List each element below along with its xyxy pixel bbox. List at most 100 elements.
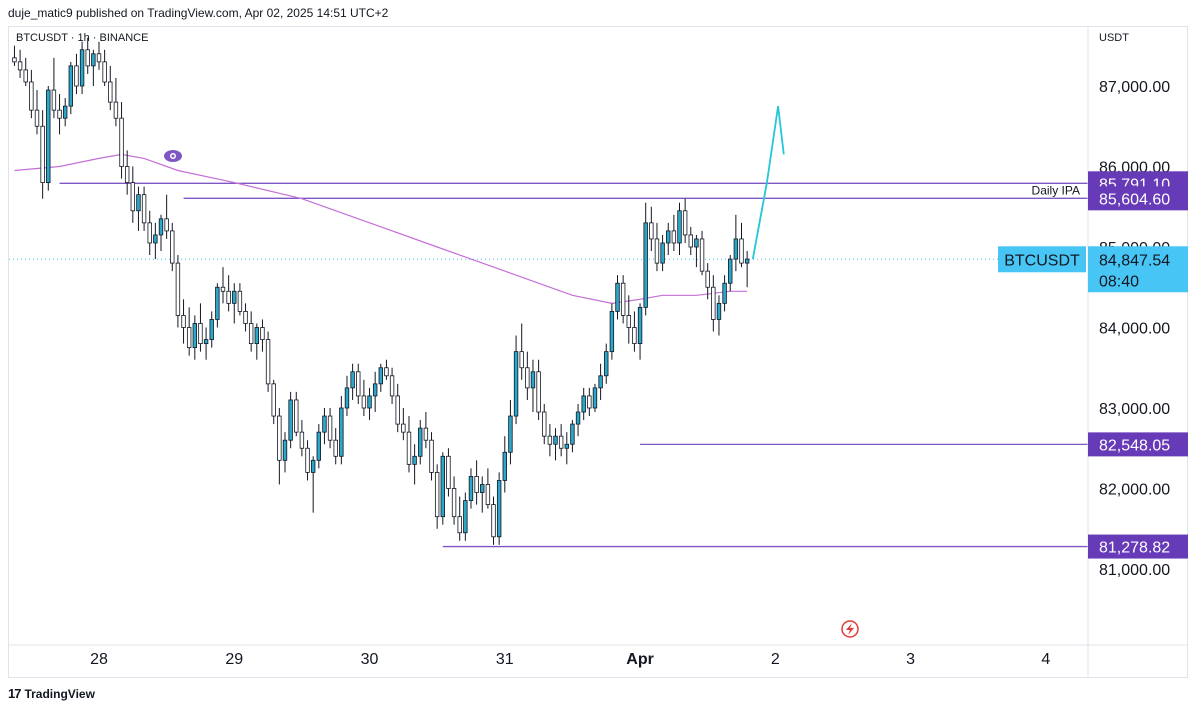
candle-body xyxy=(29,81,34,111)
candle-body xyxy=(637,306,643,344)
candle-body xyxy=(68,65,74,107)
candle-body xyxy=(716,302,722,320)
candle-body xyxy=(513,351,519,417)
level-price-tag xyxy=(1088,432,1188,457)
lightning-icon[interactable] xyxy=(841,620,859,638)
candle-body xyxy=(310,459,316,473)
publish-header: duje_matic9 published on TradingView.com… xyxy=(8,6,389,20)
candle-body xyxy=(615,282,620,312)
x-tick-label: 4 xyxy=(1041,651,1050,668)
candle-body xyxy=(547,435,553,445)
candle-body xyxy=(108,81,113,103)
level-price-label: 82,548.05 xyxy=(1099,437,1170,454)
candle-body xyxy=(632,327,637,345)
candle-body xyxy=(170,230,175,264)
y-tick-label: 83,000.00 xyxy=(1099,401,1170,418)
countdown-label: 08:40 xyxy=(1099,273,1139,290)
footer-brand-text: TradingView xyxy=(24,686,95,701)
candle-body xyxy=(34,109,40,127)
projection-line xyxy=(751,105,785,260)
candle-body xyxy=(733,238,739,260)
candle-body xyxy=(372,383,378,397)
candle-body xyxy=(389,375,395,397)
candle-body xyxy=(575,411,581,425)
candle-body xyxy=(406,431,412,465)
candle-body xyxy=(744,258,750,264)
y-tick-label: 81,000.00 xyxy=(1099,562,1170,579)
level-note: Daily IPA xyxy=(1032,183,1080,197)
candle-body xyxy=(592,387,598,409)
tradingview-logo-icon: 17 xyxy=(8,686,22,701)
candle-body xyxy=(626,315,631,328)
candle-body xyxy=(553,435,558,445)
candle-body xyxy=(57,109,62,119)
level-price-tag xyxy=(1088,186,1188,211)
candle-body xyxy=(209,319,214,340)
axes: 87,000.0086,000.0085,000.0084,000.0083,0… xyxy=(9,27,1188,677)
candle-body xyxy=(248,323,254,345)
candle-body xyxy=(40,125,45,183)
candle-body xyxy=(570,423,575,445)
candle-body xyxy=(542,411,547,437)
candle-body xyxy=(666,230,671,244)
candle-body xyxy=(113,101,119,119)
candle-body xyxy=(322,415,327,433)
projection-arrow xyxy=(751,105,785,260)
x-tick-label: 29 xyxy=(225,651,243,668)
moving-average xyxy=(14,153,748,305)
candle-body xyxy=(384,367,389,377)
candle-body xyxy=(220,286,226,292)
candle-body xyxy=(339,407,344,457)
candle-body xyxy=(316,431,322,461)
candle-body xyxy=(254,327,260,345)
candle-body xyxy=(536,371,541,413)
candle-body xyxy=(728,258,733,284)
candle-body xyxy=(660,242,665,264)
candle-body xyxy=(401,423,406,433)
candle-body xyxy=(271,383,276,417)
candle-body xyxy=(682,210,688,236)
candle-body xyxy=(395,395,400,425)
candle-body xyxy=(412,455,417,465)
candle-body xyxy=(604,351,609,377)
candle-body xyxy=(299,431,305,449)
eye-icon[interactable] xyxy=(164,150,182,162)
candle-body xyxy=(344,387,350,409)
candle-body xyxy=(85,49,90,67)
candle-body xyxy=(367,395,372,409)
candle-body xyxy=(124,166,130,184)
candle-body xyxy=(147,222,152,244)
candle-body xyxy=(468,476,474,501)
horizontal-levels xyxy=(9,182,1088,548)
level-price-label: 81,278.82 xyxy=(1099,540,1170,557)
candle-body xyxy=(192,323,198,349)
candle-body xyxy=(62,105,68,119)
candle-body xyxy=(671,230,677,244)
candle-body xyxy=(440,455,445,518)
candle-body xyxy=(598,375,603,389)
candle-body xyxy=(451,488,457,518)
x-tick-label: Apr xyxy=(626,651,654,668)
candle-body xyxy=(361,395,367,409)
candle-body xyxy=(153,234,158,244)
symbol-tag-label: BTCUSDT xyxy=(1004,252,1080,269)
symbol-label: BTCUSDT · 1h · BINANCE xyxy=(16,32,148,44)
candle-body xyxy=(333,439,338,457)
candle-body xyxy=(446,455,451,489)
candle-body xyxy=(649,222,654,240)
candle-body xyxy=(130,182,136,212)
candle-body xyxy=(463,500,468,534)
x-tick-label: 30 xyxy=(361,651,379,668)
x-tick-label: 2 xyxy=(771,651,780,668)
candle-body xyxy=(175,262,181,316)
candle-body xyxy=(434,471,440,518)
candle-body xyxy=(564,443,569,449)
candle-body xyxy=(496,480,502,538)
candle-body xyxy=(164,218,169,232)
candle-body xyxy=(485,484,491,506)
candle-body xyxy=(226,290,231,304)
candle-body xyxy=(699,238,705,272)
symbol-price-tag xyxy=(998,246,1086,273)
